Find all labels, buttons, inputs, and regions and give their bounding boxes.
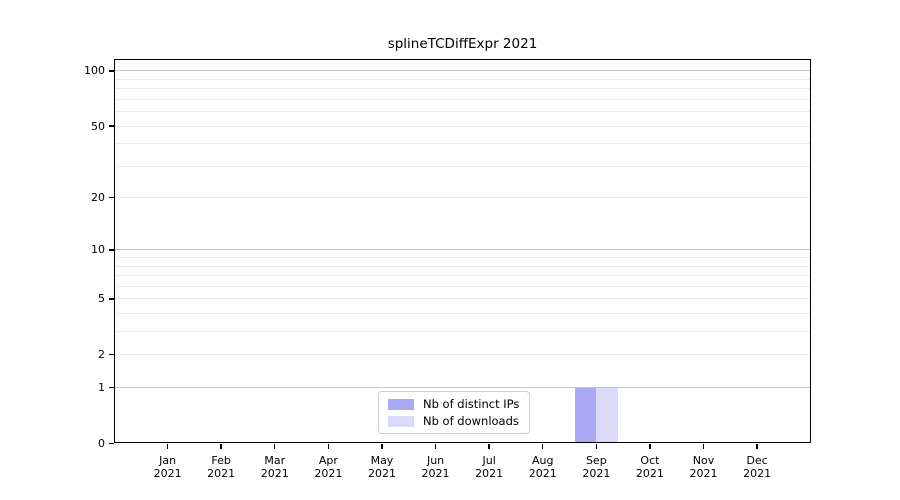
gridline-minor — [114, 165, 811, 167]
x-tick — [274, 443, 276, 449]
legend: Nb of distinct IPs Nb of downloads — [378, 391, 531, 434]
x-tick-label: Dec 2021 — [743, 453, 772, 481]
x-tick — [434, 443, 437, 449]
chart-title: splineTCDiffExpr 2021 — [387, 36, 538, 52]
gridline-major — [114, 387, 811, 389]
x-tick-label: Apr 2021 — [314, 453, 343, 481]
x-tick — [327, 443, 330, 449]
x-tick-label: Aug 2021 — [528, 453, 557, 481]
y-tick — [109, 70, 114, 72]
x-tick-label: Jun 2021 — [421, 453, 450, 481]
gridline-minor — [114, 88, 811, 90]
legend-swatch-distinct-ips — [388, 398, 414, 410]
gridline-minor — [114, 313, 811, 315]
gridline-major — [114, 249, 811, 251]
gridline-minor — [114, 285, 811, 287]
y-tick — [109, 442, 114, 445]
y-tick-label: 2 — [98, 348, 105, 362]
legend-item-downloads: Nb of downloads — [388, 414, 519, 428]
x-tick — [756, 443, 758, 449]
y-tick — [109, 196, 114, 199]
x-tick — [220, 443, 222, 449]
y-tick-label: 20 — [91, 191, 105, 205]
legend-swatch-downloads — [388, 415, 414, 427]
legend-label-distinct-ips: Nb of distinct IPs — [423, 397, 520, 411]
gridline-minor — [114, 265, 811, 267]
x-tick-label: Sep 2021 — [582, 453, 611, 481]
x-tick — [702, 443, 705, 449]
gridline-minor — [114, 257, 811, 259]
x-tick — [595, 443, 598, 449]
x-tick — [542, 443, 544, 449]
plot-frame — [114, 59, 811, 444]
gridline-minor — [114, 275, 811, 277]
gridline-minor — [114, 331, 811, 333]
gridline-minor — [114, 111, 811, 113]
y-tick — [109, 386, 114, 389]
y-tick-label: 100 — [84, 64, 105, 78]
x-tick-label: Mar 2021 — [260, 453, 289, 481]
y-tick-label: 50 — [91, 119, 105, 133]
x-tick-label: Nov 2021 — [689, 453, 718, 481]
x-tick-label: May 2021 — [367, 453, 396, 481]
gridline-minor — [114, 298, 811, 300]
x-tick — [166, 443, 169, 449]
y-tick — [109, 298, 114, 300]
legend-item-distinct-ips: Nb of distinct IPs — [388, 397, 519, 411]
y-tick — [109, 125, 114, 127]
gridline-minor — [114, 125, 811, 127]
y-tick-label: 10 — [91, 243, 105, 257]
gridline-minor — [114, 354, 811, 356]
x-tick — [381, 443, 383, 449]
x-tick — [488, 443, 490, 449]
gridline-major — [114, 70, 811, 72]
bar-downloads-sep — [596, 387, 618, 444]
x-tick-label: Feb 2021 — [207, 453, 236, 481]
gridline-minor — [114, 197, 811, 199]
gridline-minor — [114, 78, 811, 80]
bar-distinct-ips-sep — [574, 387, 597, 444]
y-tick-label: 0 — [98, 437, 105, 450]
x-tick-label: Jul 2021 — [475, 453, 504, 481]
y-tick — [109, 249, 114, 251]
y-tick — [109, 354, 114, 356]
legend-label-downloads: Nb of downloads — [423, 414, 519, 428]
x-tick — [649, 443, 651, 449]
y-tick-label: 5 — [98, 292, 105, 306]
x-tick-label: Jan 2021 — [153, 453, 182, 481]
gridline-minor — [114, 143, 811, 145]
gridline-minor — [114, 98, 811, 100]
y-tick-label: 1 — [98, 381, 105, 395]
x-tick-label: Oct 2021 — [635, 453, 664, 481]
